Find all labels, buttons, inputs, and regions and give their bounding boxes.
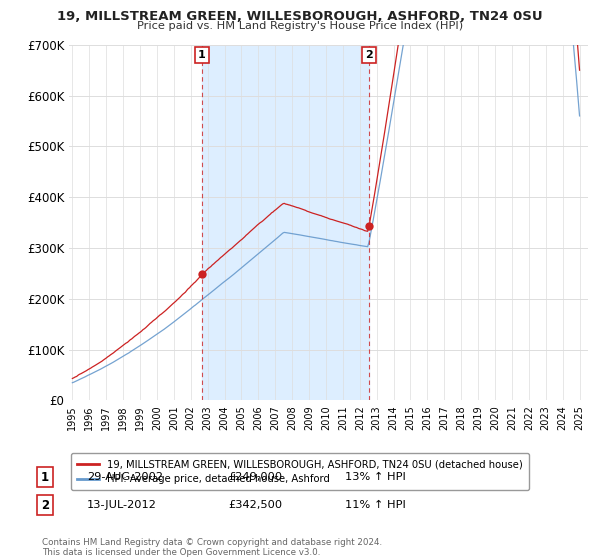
Text: 19, MILLSTREAM GREEN, WILLESBOROUGH, ASHFORD, TN24 0SU: 19, MILLSTREAM GREEN, WILLESBOROUGH, ASH… (57, 10, 543, 23)
Text: 29-AUG-2002: 29-AUG-2002 (87, 472, 163, 482)
Legend: 19, MILLSTREAM GREEN, WILLESBOROUGH, ASHFORD, TN24 0SU (detached house), HPI: Av: 19, MILLSTREAM GREEN, WILLESBOROUGH, ASH… (71, 454, 529, 491)
Text: 2: 2 (365, 50, 373, 60)
Text: 11% ↑ HPI: 11% ↑ HPI (345, 500, 406, 510)
Text: 1: 1 (41, 470, 49, 484)
Text: Price paid vs. HM Land Registry's House Price Index (HPI): Price paid vs. HM Land Registry's House … (137, 21, 463, 31)
Text: Contains HM Land Registry data © Crown copyright and database right 2024.
This d: Contains HM Land Registry data © Crown c… (42, 538, 382, 557)
Text: 1: 1 (198, 50, 206, 60)
Text: £342,500: £342,500 (228, 500, 282, 510)
Text: 13% ↑ HPI: 13% ↑ HPI (345, 472, 406, 482)
Text: £249,000: £249,000 (228, 472, 282, 482)
Text: 13-JUL-2012: 13-JUL-2012 (87, 500, 157, 510)
Text: 2: 2 (41, 498, 49, 512)
Bar (202, 45, 369, 400)
